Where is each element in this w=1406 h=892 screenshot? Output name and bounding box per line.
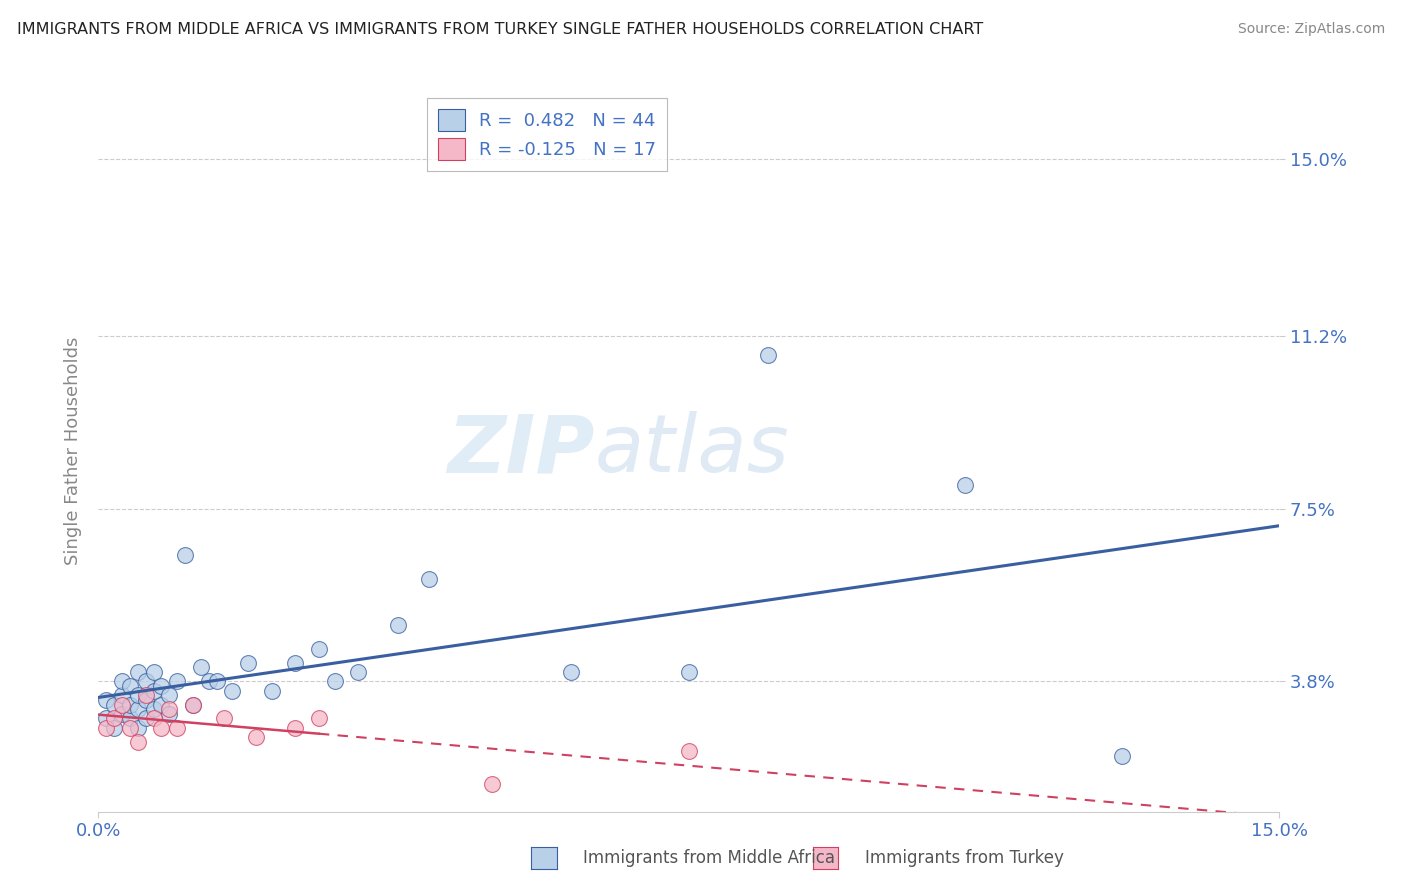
Point	[127, 702, 149, 716]
Point	[166, 721, 188, 735]
Point	[142, 665, 165, 679]
Point	[181, 698, 204, 712]
Point	[1111, 748, 1133, 763]
Point	[135, 674, 157, 689]
Point	[157, 702, 180, 716]
Point	[260, 683, 283, 698]
Point	[284, 721, 307, 735]
Point	[111, 674, 134, 689]
Point	[205, 674, 228, 689]
Point	[118, 721, 141, 735]
Point	[118, 679, 141, 693]
Point	[214, 711, 236, 725]
Point	[103, 698, 125, 712]
Point	[418, 572, 440, 586]
Point	[678, 665, 700, 679]
Point	[96, 721, 118, 735]
Point	[127, 688, 149, 702]
Legend: R =  0.482   N = 44, R = -0.125   N = 17: R = 0.482 N = 44, R = -0.125 N = 17	[427, 98, 668, 171]
Point	[150, 679, 173, 693]
Point	[135, 711, 157, 725]
Point	[111, 706, 134, 721]
Point	[323, 674, 346, 689]
Point	[197, 674, 219, 689]
Point	[118, 711, 141, 725]
Point	[678, 744, 700, 758]
Point	[127, 665, 149, 679]
Point	[142, 683, 165, 698]
Point	[150, 721, 173, 735]
Point	[157, 706, 180, 721]
Point	[308, 711, 330, 725]
Point	[245, 730, 267, 744]
Point	[221, 683, 243, 698]
Text: atlas: atlas	[595, 411, 789, 490]
Point	[135, 688, 157, 702]
Text: Immigrants from Middle Africa: Immigrants from Middle Africa	[583, 849, 835, 867]
Text: IMMIGRANTS FROM MIDDLE AFRICA VS IMMIGRANTS FROM TURKEY SINGLE FATHER HOUSEHOLDS: IMMIGRANTS FROM MIDDLE AFRICA VS IMMIGRA…	[17, 22, 983, 37]
Point	[135, 693, 157, 707]
Point	[111, 688, 134, 702]
Point	[236, 656, 259, 670]
Point	[103, 721, 125, 735]
Point	[118, 698, 141, 712]
Point	[387, 618, 409, 632]
Point	[103, 711, 125, 725]
Point	[953, 478, 976, 492]
Point	[150, 698, 173, 712]
Point	[96, 711, 118, 725]
Point	[284, 656, 307, 670]
Point	[190, 660, 212, 674]
Point	[308, 641, 330, 656]
Point	[142, 702, 165, 716]
Point	[481, 777, 503, 791]
Point	[127, 721, 149, 735]
Text: ZIP: ZIP	[447, 411, 595, 490]
Y-axis label: Single Father Households: Single Father Households	[63, 336, 82, 565]
Text: Immigrants from Turkey: Immigrants from Turkey	[865, 849, 1063, 867]
Text: Source: ZipAtlas.com: Source: ZipAtlas.com	[1237, 22, 1385, 37]
Point	[166, 674, 188, 689]
Point	[142, 711, 165, 725]
Point	[347, 665, 370, 679]
Point	[560, 665, 582, 679]
Point	[756, 348, 779, 362]
Point	[181, 698, 204, 712]
Point	[111, 698, 134, 712]
Point	[96, 693, 118, 707]
Point	[157, 688, 180, 702]
Point	[174, 549, 197, 563]
Point	[127, 735, 149, 749]
